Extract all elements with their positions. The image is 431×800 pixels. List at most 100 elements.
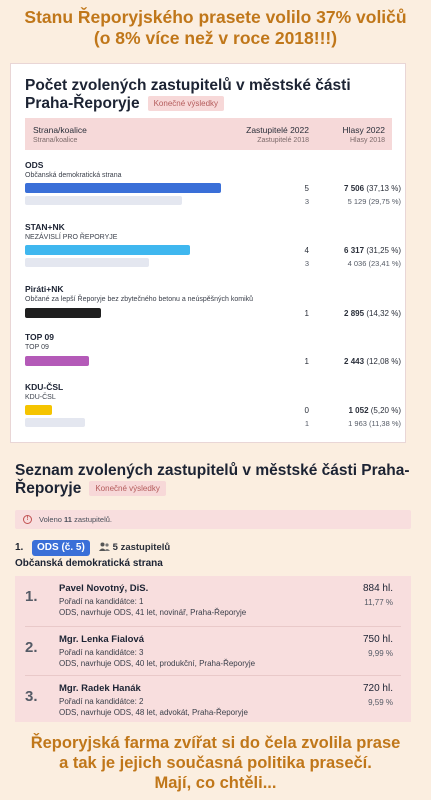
party-row-pirati-nk: Piráti+NK Občané za lepší Řeporyje bez z… [25, 284, 401, 320]
candidate-rank: 3. [25, 688, 38, 705]
votes-2022-pct: (14,32 %) [366, 309, 401, 318]
seats-2022: 5 [304, 184, 309, 193]
col-votes-sub: Hlasy 2018 [349, 137, 385, 144]
col-seats-sub: Zastupitelé 2018 [257, 137, 309, 144]
headline-top: Stanu Řeporyjského prasete volilo 37% vo… [0, 7, 431, 49]
party-abbr: STAN+NK [25, 222, 65, 232]
candidate-details: ODS, navrhuje ODS, 40 let, produkční, Pr… [59, 659, 256, 668]
bar-2022 [25, 245, 190, 255]
candidate-name: Pavel Novotný, DiS. [59, 583, 149, 594]
headline-top-line: (o 8% více než v roce 2018!!!) [93, 28, 338, 48]
votes-2022-value: 2 895 [344, 309, 365, 318]
results-title: Počet zvolených zastupitelů v městské čá… [25, 77, 395, 113]
info-banner: ! Voleno 11 zastupitelů. [15, 510, 411, 529]
group-count-text: 5 zastupitelů [112, 542, 171, 553]
party-row-top-09: TOP 09 TOP 09 1 2 443 (12,08 %) [25, 332, 401, 368]
votes-2022-value: 7 506 [344, 184, 365, 193]
seats-2022: 4 [304, 246, 309, 255]
seats-2018: 1 [304, 419, 309, 428]
party-abbr: ODS [25, 160, 44, 170]
party-full-name: Občanská demokratická strana [25, 172, 122, 179]
votes-2018-value: 1 963 [348, 419, 367, 428]
candidate-name: Mgr. Lenka Fialová [59, 634, 144, 645]
votes-2018-pct: (11,38 %) [369, 419, 401, 428]
bar-2018 [25, 258, 149, 267]
bar-2018 [25, 418, 86, 427]
party-full-name: TOP 09 [25, 344, 49, 351]
party-full-name: NEZÁVISLÍ PRO ŘEPORYJE [25, 234, 118, 241]
bar-2022 [25, 183, 221, 193]
info-prefix: Voleno [39, 515, 62, 524]
votes-2022-pct: (37,13 %) [366, 184, 401, 193]
votes-2022: 2 443 (12,08 %) [325, 357, 401, 366]
elected-title: Seznam zvolených zastupitelů v městské č… [15, 462, 410, 498]
info-suffix: zastupitelů. [74, 515, 113, 524]
seats-2022: 1 [304, 309, 309, 318]
headline-bottom-line: Řeporyjská farma zvířat si do čela zvoli… [30, 734, 401, 752]
group-party-name: Občanská demokratická strana [15, 558, 163, 569]
votes-2018-value: 5 129 [347, 197, 367, 206]
info-count: 11 [64, 515, 72, 524]
seats-2022: 1 [304, 357, 309, 366]
votes-2022-value: 2 443 [344, 357, 365, 366]
group-count: 5 zastupitelů [99, 542, 170, 553]
votes-2018: 5 129 (29,75 %) [325, 197, 401, 206]
votes-2018-value: 4 036 [347, 259, 367, 268]
results-table-header: Strana/koalice Strana/koalice Zastupitel… [25, 118, 392, 150]
candidate-order: Pořadí na kandidátce: 3 [59, 648, 144, 657]
candidate-votes: 884 hl. [362, 583, 393, 594]
bar-2018 [25, 196, 183, 205]
party-group-header: 1. ODS (č. 5) 5 zastupitelů [15, 540, 315, 556]
bar-2022 [25, 405, 53, 415]
col-votes: Hlasy 2022 [342, 125, 385, 135]
headline-bottom-line: Mají, co chtěli... [154, 774, 277, 792]
candidate-pct: 11,77 % [364, 598, 393, 607]
col-party-sub: Strana/koalice [33, 137, 78, 144]
votes-2022: 6 317 (31,25 %) [325, 246, 401, 255]
votes-2018-pct: (23,41 %) [368, 259, 401, 268]
candidate-row[interactable]: 1. Pavel Novotný, DiS. Pořadí na kandidá… [25, 576, 401, 624]
info-icon: ! [23, 515, 32, 524]
votes-2018: 4 036 (23,41 %) [325, 259, 401, 268]
info-text: Voleno 11 zastupitelů. [39, 515, 112, 524]
candidate-rank: 1. [25, 588, 38, 605]
seats-2018: 3 [304, 259, 309, 268]
col-seats: Zastupitelé 2022 [246, 125, 309, 135]
bar-2022 [25, 308, 101, 318]
votes-2022-value: 6 317 [344, 246, 365, 255]
party-abbr: KDU-ČSL [25, 382, 64, 392]
col-party: Strana/koalice [33, 125, 87, 135]
party-row-stan-nk: STAN+NK NEZÁVISLÍ PRO ŘEPORYJE 4 6 317 (… [25, 222, 401, 272]
candidate-list: 1. Pavel Novotný, DiS. Pořadí na kandidá… [15, 576, 411, 722]
candidate-row[interactable]: 2. Mgr. Lenka Fialová Pořadí na kandidát… [25, 626, 401, 674]
party-full-name: Občané za lepší Řeporyje bez zbytečného … [25, 296, 254, 303]
candidate-pct: 9,59 % [368, 698, 393, 707]
candidate-pct: 9,99 % [368, 649, 393, 658]
votes-2022-pct: (12,08 %) [366, 357, 401, 366]
votes-2022: 2 895 (14,32 %) [325, 309, 401, 318]
seats-2022: 0 [304, 406, 309, 415]
votes-2022: 7 506 (37,13 %) [325, 184, 401, 193]
candidate-order: Pořadí na kandidátce: 1 [59, 597, 144, 606]
candidate-details: ODS, navrhuje ODS, 41 let, novinář, Prah… [59, 608, 247, 617]
group-number: 1. [15, 542, 24, 553]
results-title-text: Počet zvolených zastupitelů v městské čá… [25, 77, 351, 112]
candidate-rank: 2. [25, 639, 38, 656]
people-icon [99, 542, 110, 551]
elected-title-text: Seznam zvolených zastupitelů v městské č… [15, 462, 410, 497]
votes-2022-value: 1 052 [348, 406, 369, 415]
votes-2022-pct: (31,25 %) [366, 246, 401, 255]
party-full-name: KDU-ČSL [25, 394, 56, 401]
party-abbr: TOP 09 [25, 332, 54, 342]
candidate-details: ODS, navrhuje ODS, 48 let, advokát, Prah… [59, 708, 248, 717]
votes-2018: 1 963 (11,38 %) [325, 419, 401, 428]
results-card: Počet zvolených zastupitelů v městské čá… [10, 63, 406, 443]
votes-2022: 1 052 (5,20 %) [325, 406, 402, 415]
final-results-badge: Konečné výsledky [89, 481, 166, 497]
votes-2022-pct: (5,20 %) [370, 406, 401, 415]
headline-bottom-line: a tak je jejich současná politika praseč… [59, 754, 372, 772]
candidate-row[interactable]: 3. Mgr. Radek Hanák Pořadí na kandidátce… [25, 675, 401, 723]
group-party-badge[interactable]: ODS (č. 5) [32, 540, 90, 556]
final-results-badge: Konečné výsledky [147, 96, 225, 112]
candidate-votes: 750 hl. [362, 634, 393, 645]
